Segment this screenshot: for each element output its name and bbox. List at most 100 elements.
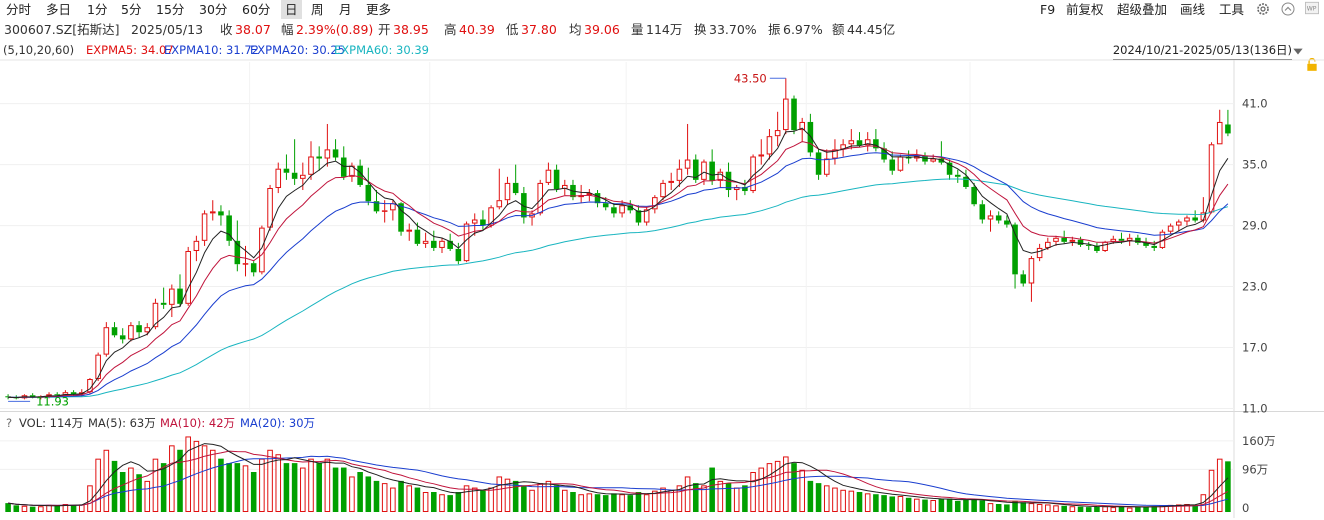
volume-bar — [521, 485, 527, 512]
volume-bar — [54, 505, 60, 512]
candle — [136, 325, 142, 333]
tools-button[interactable]: 工具 — [1219, 2, 1245, 17]
turnover-label: 换 — [694, 22, 707, 37]
candle — [1004, 220, 1010, 225]
candle — [332, 149, 339, 158]
candle — [856, 140, 863, 146]
volume-bar — [259, 458, 265, 512]
volume-bar — [1208, 469, 1215, 512]
candle — [201, 213, 208, 241]
f9-button[interactable]: F9 — [1040, 2, 1056, 17]
volume-bar — [185, 436, 191, 513]
volume-bar — [733, 487, 740, 512]
candle — [627, 205, 634, 211]
tab-60min[interactable]: 60分 — [242, 2, 271, 17]
volume-bar — [586, 493, 593, 513]
avg-label: 均 — [569, 22, 582, 37]
candle — [242, 263, 249, 265]
tab-more[interactable]: 更多 — [366, 2, 392, 17]
legend-expma5: EXPMA5: 34.07 — [86, 43, 174, 57]
collapse-icon[interactable] — [1281, 2, 1295, 16]
tab-15min[interactable]: 15分 — [156, 2, 185, 17]
volume-bar — [676, 485, 683, 513]
volume-bar — [832, 487, 838, 512]
volume-bar — [390, 487, 396, 512]
candle — [938, 158, 945, 163]
candle — [324, 149, 331, 159]
candle — [1216, 121, 1223, 145]
volume-bar — [766, 463, 773, 513]
candle — [455, 248, 462, 262]
legend-vol-ma10: MA(10): 42万 — [160, 416, 236, 430]
range-value: 2.39%(0.89) — [296, 22, 374, 37]
candle — [1184, 217, 1190, 222]
volume-bar — [1004, 504, 1010, 512]
candle — [848, 140, 855, 145]
volume-bar — [209, 449, 216, 512]
candle — [594, 193, 601, 204]
volume-bar — [1135, 507, 1141, 512]
candle — [807, 121, 814, 153]
candle — [643, 209, 650, 223]
tab-week[interactable]: 周 — [311, 2, 324, 17]
ma-params[interactable]: (5,10,20,60) — [3, 43, 75, 57]
volume-bar — [300, 467, 306, 512]
volume-bar — [807, 480, 814, 512]
candle — [398, 203, 404, 232]
volume-bar — [95, 458, 101, 512]
volume-bar — [398, 480, 404, 512]
volume-bar — [1012, 500, 1018, 512]
volume-tick-label: 160万 — [1242, 434, 1275, 448]
price-tick-label: 11.0 — [1242, 401, 1268, 415]
super-overlay-button[interactable]: 超级叠加 — [1117, 2, 1168, 17]
candle — [1225, 124, 1231, 134]
candle — [111, 327, 118, 336]
tab-fenshi[interactable]: 分时 — [6, 2, 32, 17]
volume-bar — [725, 483, 732, 512]
forward-adjust-button[interactable]: 前复权 — [1066, 2, 1104, 17]
gear-icon[interactable] — [1256, 2, 1270, 16]
tab-30min[interactable]: 30分 — [199, 2, 228, 17]
volume-bar — [70, 505, 77, 512]
volume-bar — [1102, 506, 1108, 513]
draw-line-button[interactable]: 画线 — [1180, 2, 1206, 17]
tab-multi-day[interactable]: 多日 — [46, 2, 72, 17]
volume-bar — [234, 463, 241, 512]
volume-bar — [995, 504, 1002, 512]
candle — [431, 240, 437, 248]
candle — [889, 159, 896, 171]
volume-bar — [848, 490, 855, 512]
candle — [95, 354, 101, 380]
volume-bar — [111, 460, 118, 512]
candle — [1126, 237, 1133, 241]
candle — [791, 98, 797, 131]
candle — [709, 161, 715, 181]
volume-bar — [979, 500, 986, 512]
volume-bar — [283, 463, 290, 512]
wp-icon[interactable]: WP — [1305, 1, 1319, 15]
candle — [676, 168, 683, 181]
candle — [1118, 238, 1125, 241]
volume-bar — [373, 480, 380, 512]
volume-bar — [742, 485, 748, 512]
tab-day[interactable]: 日 — [281, 0, 302, 19]
tab-month[interactable]: 月 — [339, 2, 352, 17]
lock-icon[interactable] — [1305, 58, 1319, 72]
tab-1min[interactable]: 1分 — [87, 2, 108, 17]
candle — [660, 182, 666, 198]
volume-bar — [930, 500, 936, 512]
volume-bar — [144, 480, 151, 512]
volume-help-icon[interactable]: ? — [6, 416, 13, 430]
candle — [717, 171, 724, 181]
candle — [987, 215, 994, 220]
volume-bar — [169, 445, 175, 513]
candle — [283, 168, 290, 173]
candle — [619, 205, 625, 214]
volume-ma5-line — [8, 443, 1229, 508]
volume-bar — [29, 506, 36, 512]
range-dropdown-icon[interactable] — [1291, 44, 1305, 58]
volume-bar — [357, 472, 363, 512]
candle — [1053, 237, 1059, 242]
tab-5min[interactable]: 5分 — [121, 2, 142, 17]
